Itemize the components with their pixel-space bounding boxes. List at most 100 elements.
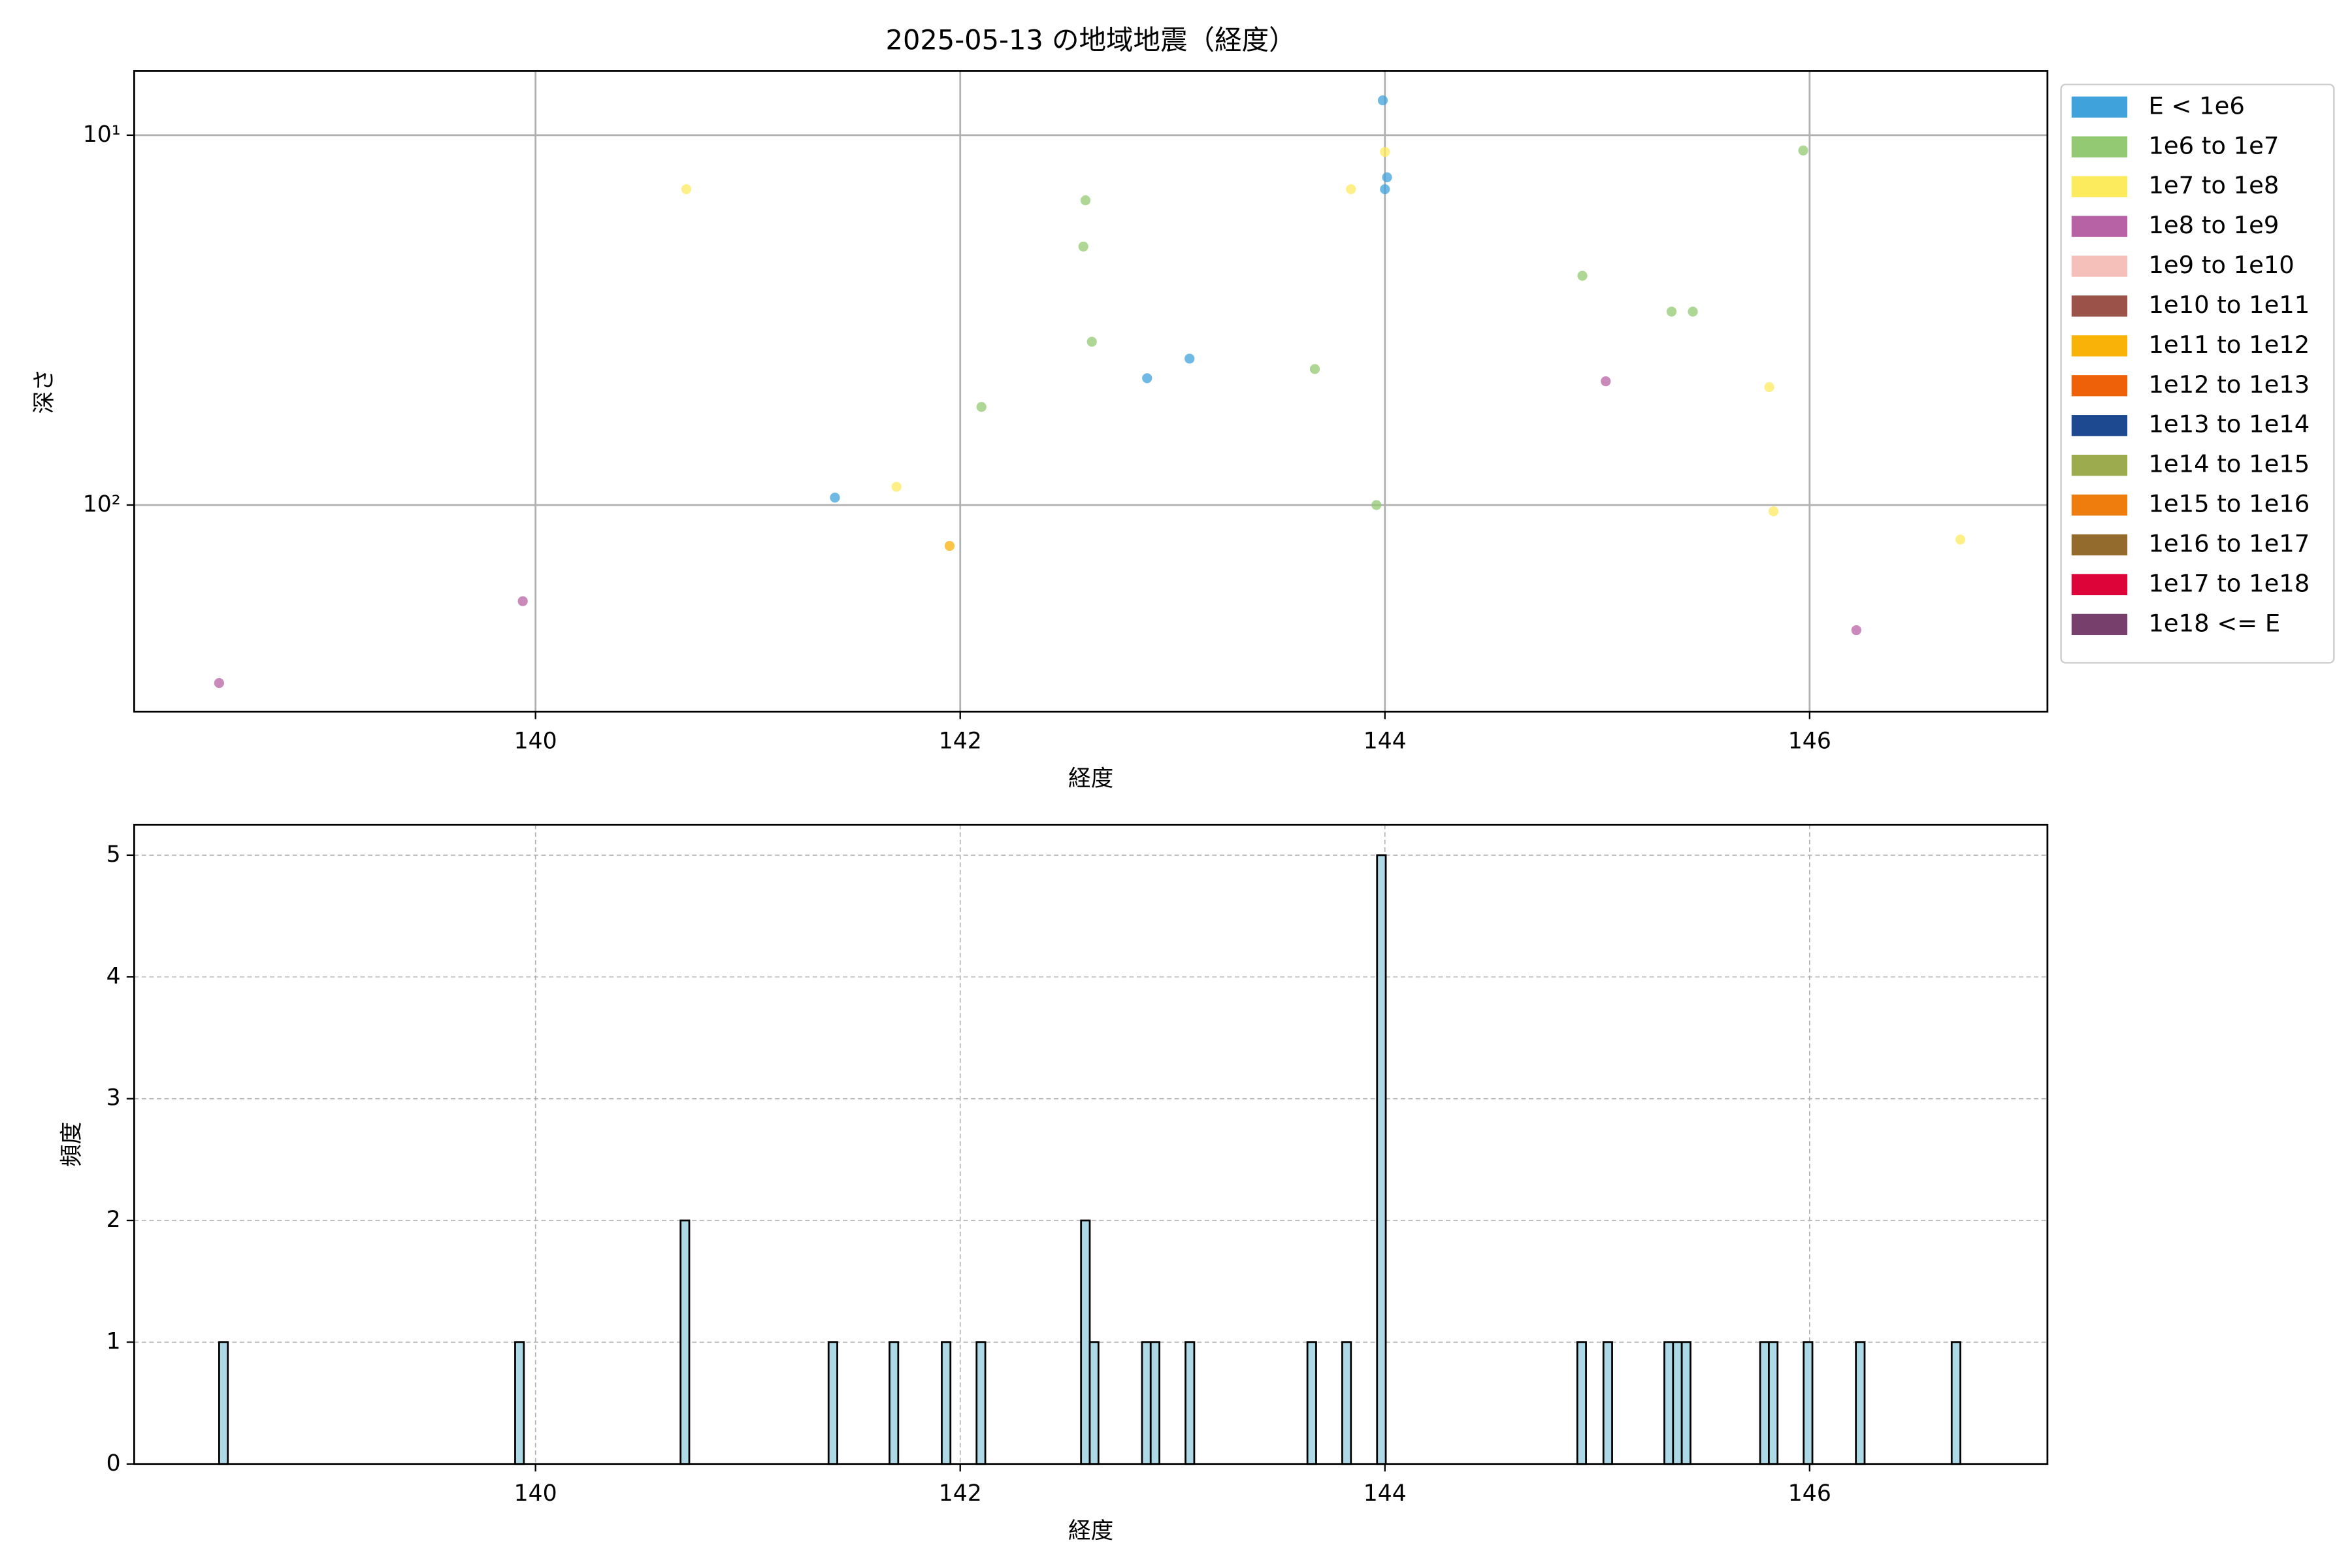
scatter-point <box>1798 145 1808 155</box>
histogram-bar <box>1663 1341 1674 1465</box>
x-tick-label: 144 <box>1364 728 1407 754</box>
x-tick-label: 140 <box>514 728 557 754</box>
histogram-bar <box>1080 1219 1091 1465</box>
y-tick-label: 2 <box>106 1207 121 1233</box>
legend-label: 1e14 to 1e15 <box>2148 450 2310 478</box>
scatter-point <box>1601 376 1611 387</box>
y-axis-label: 頻度 <box>59 1122 85 1167</box>
scatter-point <box>1309 364 1320 374</box>
histogram-bar <box>827 1341 838 1465</box>
histogram-bar <box>1376 854 1387 1465</box>
scatter-point <box>1764 382 1774 393</box>
histogram-bar <box>1341 1341 1352 1465</box>
y-tick-label: 5 <box>106 841 121 868</box>
histogram-bar <box>1680 1341 1691 1465</box>
chart-title: 2025-05-13 の地域地震（経度） <box>886 24 1296 56</box>
x-tick-label: 146 <box>1788 728 1831 754</box>
y-tick-label: 4 <box>106 963 121 989</box>
scatter-point <box>1346 184 1356 195</box>
legend-label: 1e7 to 1e8 <box>2148 171 2279 199</box>
legend-label: 1e15 to 1e16 <box>2148 490 2310 518</box>
y-axis-label: 深さ <box>31 368 57 414</box>
histogram-bar <box>1306 1341 1317 1465</box>
histogram-bar <box>1950 1341 1961 1465</box>
plot-frame <box>133 70 2049 713</box>
x-tick-label: 140 <box>514 1480 557 1507</box>
legend-swatch <box>2071 375 2128 397</box>
scatter-point <box>1142 373 1152 384</box>
legend-label: 1e8 to 1e9 <box>2148 211 2279 239</box>
legend-swatch <box>2071 455 2128 476</box>
histogram-bar <box>1602 1341 1613 1465</box>
scatter-point <box>1377 95 1388 106</box>
legend-label: E < 1e6 <box>2148 91 2244 120</box>
histogram-bar <box>1184 1341 1196 1465</box>
scatter-point <box>1380 184 1390 195</box>
legend-label: 1e9 to 1e10 <box>2148 251 2294 279</box>
legend-label: 1e11 to 1e12 <box>2148 331 2310 359</box>
scatter-point <box>517 596 528 606</box>
histogram-bar <box>975 1341 987 1465</box>
legend-swatch <box>2071 613 2128 635</box>
scatter-point <box>1371 500 1382 510</box>
legend-label: 1e17 to 1e18 <box>2148 569 2310 597</box>
legend-swatch <box>2071 176 2128 197</box>
scatter-point <box>1086 336 1097 347</box>
legend-label: 1e6 to 1e7 <box>2148 131 2279 159</box>
scatter-point <box>1184 353 1195 364</box>
histogram-bar <box>1855 1341 1866 1465</box>
legend: E < 1e6 1e6 to 1e7 1e7 to 1e8 1e8 to 1e9 1e9… <box>2060 84 2335 664</box>
scatter-point <box>1380 146 1390 157</box>
legend-swatch <box>2071 534 2128 556</box>
legend-swatch <box>2071 216 2128 237</box>
histogram-bar <box>1759 1341 1770 1465</box>
histogram-bar <box>1672 1341 1683 1465</box>
x-tick-label: 142 <box>939 728 982 754</box>
y-tick-label: 0 <box>106 1450 121 1477</box>
x-tick-label: 142 <box>939 1480 982 1507</box>
scatter-point <box>1851 625 1861 636</box>
scatter-point <box>214 678 225 689</box>
legend-swatch <box>2071 574 2128 596</box>
legend-label: 1e12 to 1e13 <box>2148 370 2310 399</box>
legend-label: 1e16 to 1e17 <box>2148 530 2310 558</box>
scatter-point <box>1577 270 1588 281</box>
scatter-point <box>1080 195 1091 206</box>
histogram-bar <box>679 1219 691 1465</box>
histogram-bar <box>1141 1341 1152 1465</box>
x-axis-label: 経度 <box>1068 766 1113 792</box>
scatter-point <box>944 540 955 551</box>
histogram-bar <box>514 1341 525 1465</box>
legend-frame <box>2060 84 2335 664</box>
y-tick-label: 3 <box>106 1085 121 1111</box>
histogram-bar <box>1768 1341 1779 1465</box>
y-tick-label: 10¹ <box>83 122 121 148</box>
y-tick-label: 1 <box>106 1328 121 1354</box>
x-tick-label: 146 <box>1788 1480 1831 1507</box>
scatter-point <box>1078 241 1088 252</box>
legend-swatch <box>2071 415 2128 436</box>
legend-swatch <box>2071 255 2128 277</box>
histogram-bar <box>1576 1341 1587 1465</box>
histogram-bar <box>1088 1341 1100 1465</box>
y-tick-label: 10² <box>83 491 121 517</box>
scatter-point <box>1768 506 1779 517</box>
legend-label: 1e13 to 1e14 <box>2148 410 2310 438</box>
legend-label: 1e18 <= E <box>2148 609 2280 637</box>
histogram-bar <box>1803 1341 1814 1465</box>
histogram-bar <box>889 1341 900 1465</box>
histogram-bar <box>1149 1341 1160 1465</box>
legend-swatch <box>2071 136 2128 157</box>
scatter-point <box>1688 306 1698 317</box>
legend-label: 1e10 to 1e11 <box>2148 291 2310 319</box>
scatter-point <box>976 402 987 412</box>
legend-swatch <box>2071 494 2128 516</box>
scatter-point <box>1666 306 1677 317</box>
legend-swatch <box>2071 96 2128 118</box>
x-tick-label: 144 <box>1364 1480 1407 1507</box>
scatter-point <box>1955 534 1966 545</box>
scatter-point <box>830 493 840 503</box>
histogram-bar <box>218 1341 229 1465</box>
